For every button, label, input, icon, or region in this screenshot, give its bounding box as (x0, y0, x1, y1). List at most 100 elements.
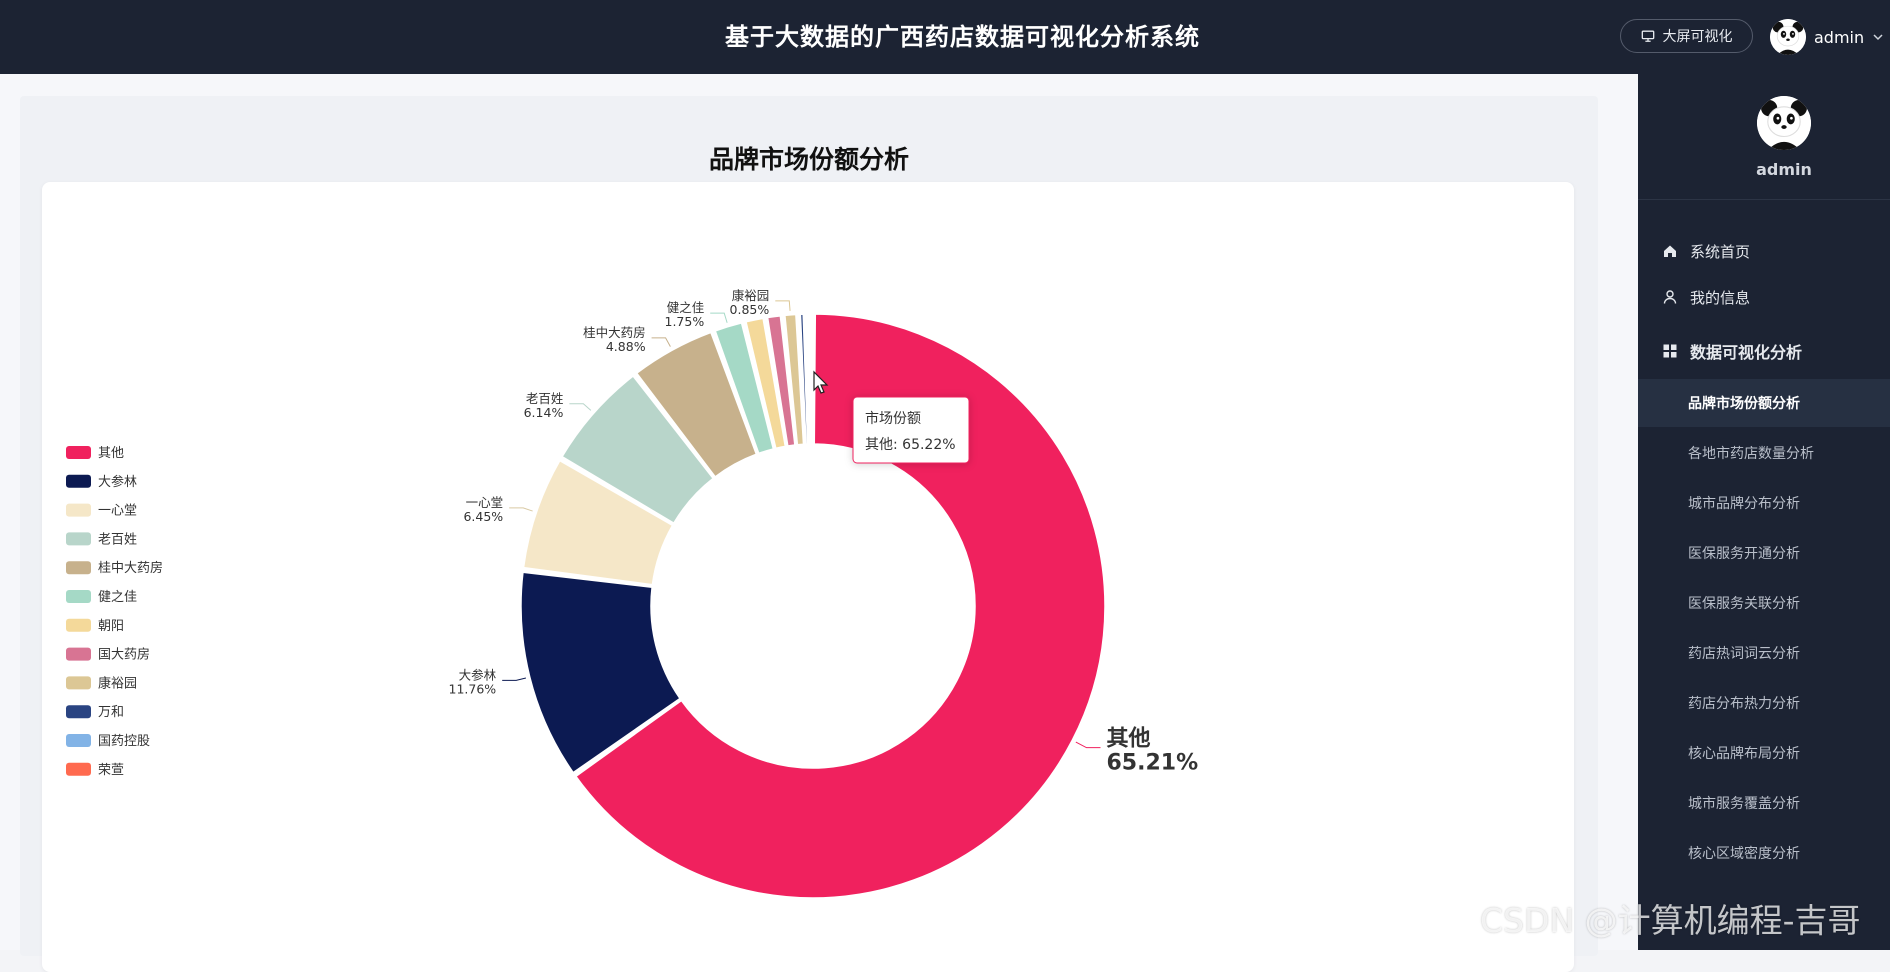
avatar (1770, 19, 1806, 55)
pie-slice[interactable] (561, 375, 714, 524)
legend-swatch (66, 676, 91, 690)
legend-item[interactable]: 一心堂 (66, 503, 137, 519)
content-panel: 品牌市场份额分析 其他 65.21% 大参林 11.76% 一心堂 6.45% 老百姓 6.1… (20, 96, 1598, 972)
panda-avatar-icon (1757, 96, 1811, 150)
sub-nav-item[interactable]: 城市服务覆盖分析 (1688, 796, 1800, 812)
pie-slice[interactable] (714, 322, 775, 455)
bigscreen-button[interactable]: 大屏可视化 (1620, 19, 1753, 53)
pie-slice[interactable] (799, 313, 809, 445)
chart-card: 其他 65.21% 大参林 11.76% 一心堂 6.45% 老百姓 6.14% 桂中大药房 4.… (42, 182, 1574, 972)
slice-label-name: 桂中大药房 (583, 325, 646, 340)
sidebar-username: admin (1756, 160, 1812, 179)
legend-swatch (66, 446, 91, 459)
sub-nav-item[interactable]: 核心品牌布局分析 (1688, 746, 1800, 762)
sub-nav-item[interactable]: 药店热词词云分析 (1688, 646, 1800, 662)
panda-avatar-icon (1770, 19, 1806, 55)
legend-item[interactable]: 其他 (66, 446, 124, 461)
slice-label-value: 6.14% (524, 405, 564, 420)
sub-nav-item[interactable]: 城市品牌分布分析 (1688, 496, 1800, 512)
slice-label-name: 大参林 (459, 667, 497, 682)
legend-item[interactable]: 老百姓 (66, 532, 137, 547)
main-area: 品牌市场份额分析 其他 65.21% 大参林 11.76% 一心堂 6.45% 老百姓 6.1… (0, 74, 1638, 972)
sub-nav-item[interactable]: 核心区域密度分析 (1688, 846, 1800, 862)
pie-slice[interactable] (806, 313, 812, 445)
legend-item[interactable]: 荣萱 (66, 762, 124, 778)
legend-swatch (66, 734, 91, 747)
legend-label: 大参林 (98, 474, 137, 490)
user-menu[interactable]: admin (1770, 18, 1884, 56)
slice-label-name: 老百姓 (526, 391, 564, 406)
slice-label-value: 4.88% (606, 339, 646, 354)
sidebar-avatar (1757, 96, 1811, 150)
nav-my-info[interactable]: 我的信息 (1638, 272, 1890, 322)
sub-nav-item[interactable]: 品牌市场份额分析 (1638, 379, 1890, 427)
sub-nav-item[interactable]: 医保服务开通分析 (1688, 546, 1800, 562)
donut-chart[interactable]: 其他65.21%大参林11.76%一心堂6.45%老百姓6.14%桂中大药房4.… (42, 182, 1574, 972)
pie-slice[interactable] (766, 315, 796, 447)
slice-label-name: 康裕园 (732, 288, 770, 303)
pie-slice[interactable] (635, 331, 758, 478)
home-icon (1664, 245, 1676, 257)
legend-label: 康裕园 (98, 675, 137, 691)
bigscreen-label: 大屏可视化 (1662, 29, 1733, 45)
sidebar: admin 系统首页 我的信息 数据可视化分析 品牌市场份额分析各地市药店数量分… (1638, 74, 1890, 950)
legend-item[interactable]: 朝阳 (66, 618, 124, 634)
slice-label-name: 健之佳 (667, 300, 705, 315)
legend-item[interactable]: 健之佳 (66, 590, 137, 605)
slice-label-value: 1.75% (665, 314, 705, 329)
slice-label-value: 0.85% (730, 302, 770, 317)
sub-nav-item[interactable]: 药店分布热力分析 (1688, 696, 1800, 712)
legend-item[interactable]: 大参林 (66, 474, 137, 490)
sub-nav-item[interactable]: 各地市药店数量分析 (1688, 446, 1814, 462)
legend-swatch (66, 618, 91, 632)
label-leader-line (710, 312, 728, 323)
legend-label: 国大药房 (98, 647, 150, 663)
legend-item[interactable]: 国药控股 (66, 734, 150, 749)
monitor-icon (1641, 30, 1654, 42)
legend-swatch (66, 647, 91, 661)
watermark: CSDN @计算机编程-吉哥 (1480, 901, 1861, 940)
page-title: 品牌市场份额分析 (708, 145, 909, 174)
legend-swatch (66, 561, 91, 575)
legend-label: 荣萱 (98, 763, 124, 778)
slice-label-value: 65.21% (1107, 751, 1199, 776)
tooltip-title: 市场份额 (865, 410, 921, 427)
nav-data-visualization[interactable]: 数据可视化分析 (1638, 326, 1890, 376)
sub-nav-item[interactable]: 医保服务关联分析 (1688, 596, 1800, 612)
nav-label: 数据可视化分析 (1690, 343, 1803, 362)
user-icon (1663, 290, 1677, 304)
legend-swatch (66, 590, 91, 603)
label-leader-line (569, 403, 592, 411)
sidebar-user: admin (1638, 74, 1890, 200)
app-title: 基于大数据的广西药店数据可视化分析系统 (725, 23, 1200, 51)
chevron-down-icon (1873, 34, 1883, 41)
label-leader-line (502, 677, 527, 681)
nav-label: 系统首页 (1690, 242, 1751, 261)
pie-slice[interactable] (745, 317, 787, 450)
legend-item[interactable]: 桂中大药房 (66, 560, 163, 576)
legend-swatch (66, 762, 91, 776)
pie-slice[interactable] (784, 313, 805, 446)
pie-slice[interactable] (520, 571, 681, 774)
nav-home[interactable]: 系统首页 (1638, 226, 1890, 276)
legend-item[interactable]: 万和 (66, 705, 124, 720)
legend-label: 国药控股 (98, 734, 150, 749)
legend-label: 其他 (98, 446, 124, 461)
legend-swatch (66, 532, 91, 546)
legend-label: 一心堂 (98, 504, 137, 519)
label-leader-line (651, 337, 671, 347)
legend-label: 万和 (98, 705, 124, 720)
label-leader-line (509, 507, 533, 512)
nav-label: 我的信息 (1690, 288, 1751, 307)
donut-slices (520, 313, 1106, 899)
pie-slice[interactable] (810, 313, 814, 445)
cursor-icon (813, 370, 829, 394)
grid-icon (1663, 344, 1677, 358)
pie-slice[interactable] (575, 313, 1106, 899)
legend-item[interactable]: 康裕园 (66, 675, 137, 691)
pie-slice[interactable] (522, 459, 674, 586)
legend-item[interactable]: 国大药房 (66, 647, 150, 663)
